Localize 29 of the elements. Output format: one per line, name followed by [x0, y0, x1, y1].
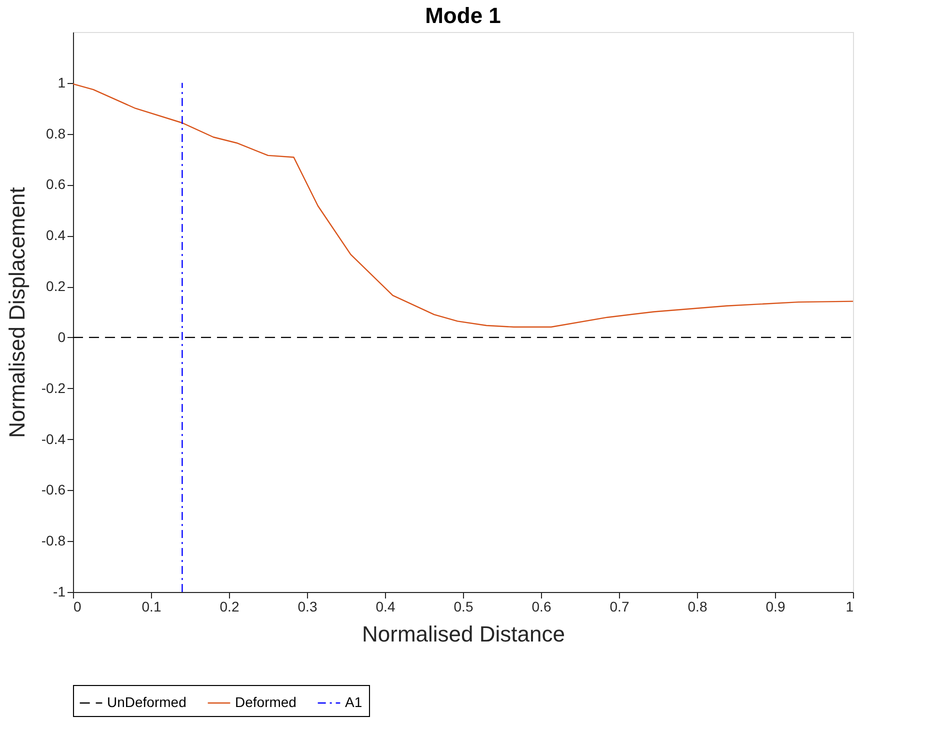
- legend-label: A1: [345, 694, 362, 710]
- y-tick-label: -0.4: [41, 430, 66, 447]
- x-tick-label: 0.8: [688, 598, 708, 614]
- chart-title: Mode 1: [425, 3, 501, 28]
- x-axis-title: Normalised Distance: [362, 622, 565, 646]
- line-series: [72, 83, 854, 328]
- x-tick-label: 1: [846, 598, 854, 614]
- y-tick-label: -1: [53, 584, 66, 600]
- x-tick-label: 0.9: [766, 598, 786, 614]
- y-axis-title: Normalised Displacement: [4, 187, 30, 438]
- x-tick-label: 0.4: [376, 598, 396, 614]
- y-tick-label: 0.8: [46, 125, 66, 142]
- y-tick-label: 0.2: [46, 278, 66, 294]
- legend-label: UnDeformed: [107, 694, 186, 710]
- y-tick-label: 0: [58, 328, 66, 345]
- x-tick-label: 0: [74, 598, 82, 614]
- x-tick-label: 0.6: [532, 598, 552, 614]
- x-tick-label: 0.1: [142, 598, 162, 614]
- legend-label: Deformed: [235, 694, 296, 710]
- y-tick-label: 1: [58, 74, 66, 90]
- x-tick-label: 0.2: [220, 598, 240, 614]
- y-tick-label: -0.2: [41, 380, 66, 396]
- y-tick-label: 0.6: [46, 176, 66, 192]
- y-tick-label: 0.4: [46, 227, 66, 244]
- y-tick-label: -0.6: [41, 482, 66, 498]
- y-tick-label: -0.8: [41, 532, 66, 549]
- x-tick-label: 0.3: [298, 598, 318, 614]
- x-tick-label: 0.7: [610, 598, 630, 614]
- x-tick-label: 0.5: [454, 598, 474, 614]
